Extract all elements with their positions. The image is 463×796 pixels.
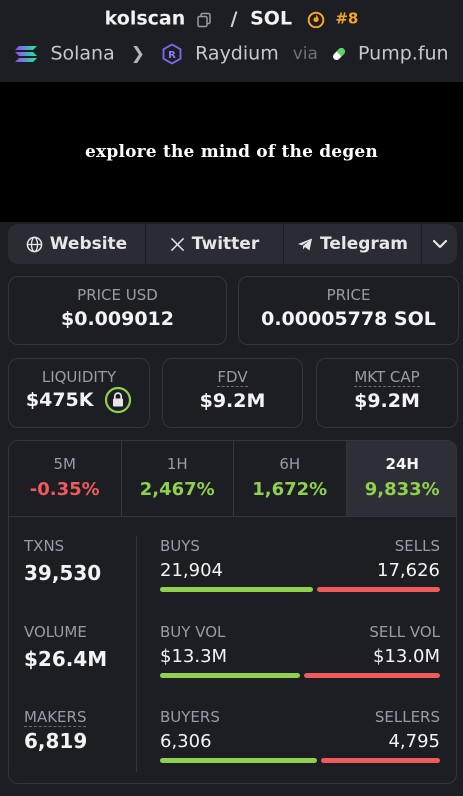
lock-icon[interactable] [104,386,132,414]
twitter-button[interactable]: Twitter [146,224,284,264]
buyers-bar [160,758,440,763]
banner: explore the mind of the degen [0,82,463,222]
chain-row: Solana ❯ R Raydium via Pump.fun [0,42,463,65]
price-usd-label: PRICE USD [77,286,158,304]
makers-value: 6,819 [24,729,88,753]
website-button[interactable]: Website [8,224,146,264]
fdv-label: FDV [217,368,248,387]
buyers-bar-segment [160,758,317,763]
mktcap-card: MKT CAP $9.2M [316,358,458,428]
liquidity-label: LIQUIDITY [41,368,117,386]
sells-bar-segment [317,587,440,592]
buys-bar-segment [160,587,313,592]
fire-icon [307,10,325,28]
makers-metric: MAKERS 6,819 [24,708,87,753]
sellvol-label: SELL VOL [369,623,440,641]
change-value: -0.35% [29,479,100,500]
social-links-bar: Website Twitter Telegram [8,224,457,264]
raydium-icon: R [161,42,183,65]
liquidity-value: $475K [25,389,94,411]
makers-label: MAKERS [24,708,87,727]
change-value: 2,467% [139,479,215,500]
fdv-card: FDV $9.2M [162,358,303,428]
dex-name[interactable]: Raydium [195,42,279,65]
stats-panel: 5M -0.35% 1H 2,467% 6H 1,672% 24H 9,833%… [8,440,457,784]
txns-metric: TXNS 39,530 [24,537,101,585]
tab-6h[interactable]: 6H 1,672% [234,441,347,516]
liquidity-card: LIQUIDITY $475K [8,358,150,428]
timeframe-tabs: 5M -0.35% 1H 2,467% 6H 1,672% 24H 9,833% [9,441,456,517]
tab-1h[interactable]: 1H 2,467% [122,441,234,516]
buyvol-label: BUY VOL [160,623,226,641]
title-separator: / [230,7,238,30]
change-value: 1,672% [252,479,328,500]
tab-label: 5M [53,455,77,473]
buys-sells: BUYS SELLS 21,904 17,626 [160,537,440,592]
buys-sells-bar [160,587,440,592]
buys-label: BUYS [160,537,200,555]
buyvol-sellvol: BUY VOL SELL VOL $13.3M $13.0M [160,623,440,678]
title-row: kolscan / SOL #8 [0,7,463,30]
volume-value: $26.4M [24,647,108,671]
price-usd-card: PRICE USD $0.009012 [8,276,227,345]
svg-text:R: R [168,50,176,61]
via-label: via [292,43,318,64]
mktcap-value: $9.2M [354,390,420,412]
sellers-value: 4,795 [388,731,440,752]
copy-icon[interactable] [196,11,212,27]
twitter-label: Twitter [191,234,260,254]
sells-value: 17,626 [377,560,440,581]
change-value: 9,833% [364,479,440,500]
buyers-sellers: BUYERS SELLERS 6,306 4,795 [160,708,440,763]
sells-label: SELLS [394,537,440,555]
launchpad-name[interactable]: Pump.fun [358,42,449,65]
chain-name[interactable]: Solana [50,42,115,65]
banner-text: explore the mind of the degen [85,142,378,162]
volume-label: VOLUME [24,623,87,641]
price-native-value: 0.00005778 SOL [261,308,436,330]
pill-icon [330,45,348,63]
rank-badge: #8 [335,9,359,28]
globe-icon [26,236,43,252]
sellers-label: SELLERS [374,708,440,726]
txns-label: TXNS [24,537,65,555]
buyvol-value: $13.3M [160,646,228,667]
buyers-label: BUYERS [160,708,220,726]
telegram-icon [298,238,313,250]
telegram-button[interactable]: Telegram [284,224,422,264]
quote-symbol: SOL [250,7,293,30]
tab-label: 24H [385,455,419,473]
tab-24h[interactable]: 24H 9,833% [346,441,456,516]
fdv-value: $9.2M [199,390,266,412]
website-label: Website [49,234,128,254]
mktcap-label: MKT CAP [354,368,420,387]
volume-bar [160,673,440,678]
sellvol-bar-segment [304,673,440,678]
chevron-down-icon [432,239,447,249]
tab-label: 1H [166,455,188,473]
price-usd-value: $0.009012 [61,308,174,330]
telegram-label: Telegram [320,234,408,254]
buyers-value: 6,306 [160,731,212,752]
volume-metric: VOLUME $26.4M [24,623,107,671]
more-links-button[interactable] [422,224,457,264]
tab-label: 6H [279,455,301,473]
sellvol-value: $13.0M [372,646,440,667]
tab-5m[interactable]: 5M -0.35% [9,441,122,516]
buys-value: 21,904 [160,560,223,581]
chevron-right-icon: ❯ [130,43,146,64]
solana-icon [14,45,38,63]
price-native-card: PRICE 0.00005778 SOL [238,276,459,345]
app-name: kolscan [104,7,186,30]
txns-value: 39,530 [24,561,102,585]
sellers-bar-segment [321,758,440,763]
header: kolscan / SOL #8 Solana ❯ R Raydium via … [0,0,463,82]
buyvol-bar-segment [160,673,300,678]
x-icon [170,237,184,251]
stats-divider [136,536,137,772]
price-native-label: PRICE [326,286,371,304]
